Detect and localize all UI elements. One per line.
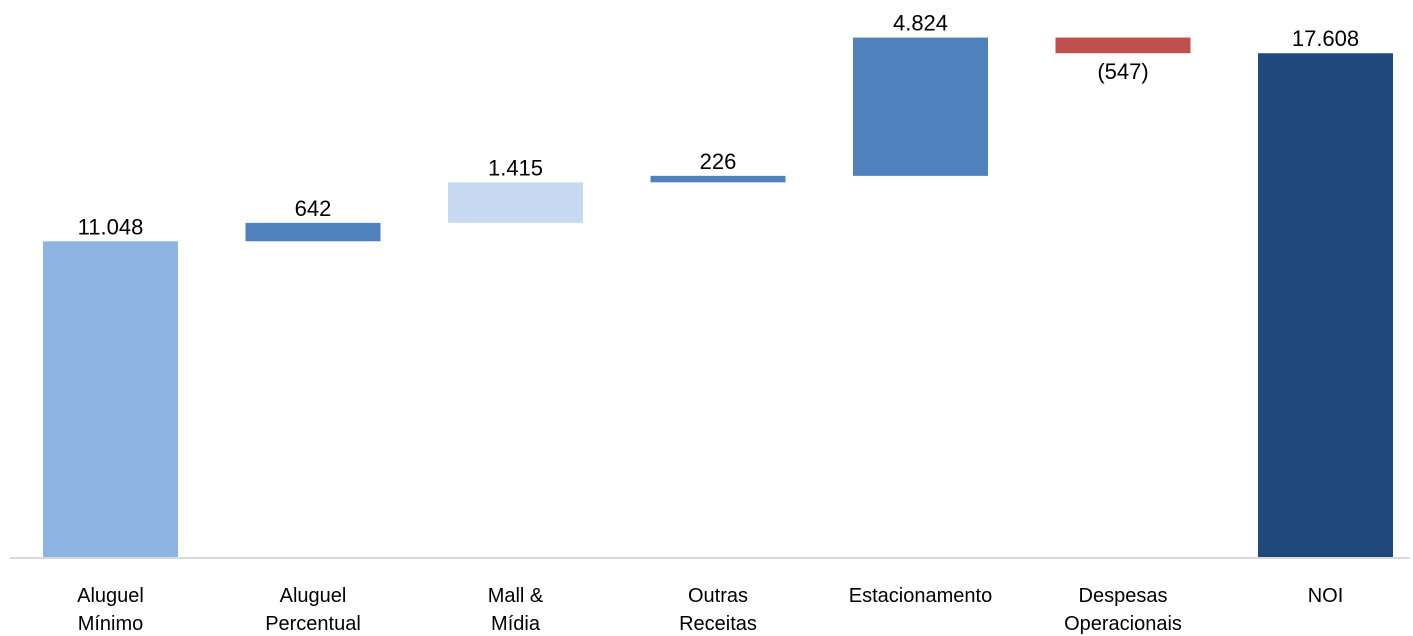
- value-label-6: 17.608: [1292, 26, 1359, 51]
- category-label-4: Estacionamento: [849, 585, 992, 607]
- value-label-5: (547): [1097, 59, 1148, 84]
- bar-0: [43, 241, 178, 559]
- value-labels-group: 11.048 642 1.415 226 4.824 (547) 17.608: [78, 11, 1359, 240]
- bar-5: [1055, 37, 1191, 54]
- category-label-6: NOI: [1308, 585, 1344, 607]
- bar-2: [448, 182, 583, 223]
- category-label-5: Despesas Operacionais: [1064, 585, 1182, 635]
- category-label-0: Aluguel Mínimo: [77, 585, 144, 635]
- value-label-3: 226: [700, 149, 737, 174]
- bars-group: [43, 37, 1393, 559]
- category-label-2: Mall & Mídia: [488, 585, 544, 635]
- category-label-1: Aluguel Percentual: [265, 585, 361, 635]
- bar-3: [650, 175, 786, 183]
- value-label-0: 11.048: [78, 214, 144, 239]
- value-label-1: 642: [295, 196, 332, 221]
- category-labels-group: Aluguel Mínimo Aluguel Percentual Mall & Mídi…: [77, 585, 1343, 635]
- value-label-4: 4.824: [893, 11, 948, 36]
- bar-6: [1258, 53, 1393, 558]
- bar-1: [245, 222, 381, 242]
- bar-4: [853, 37, 988, 176]
- category-label-3: Outras Receitas: [679, 585, 757, 635]
- value-label-2: 1.415: [488, 155, 543, 180]
